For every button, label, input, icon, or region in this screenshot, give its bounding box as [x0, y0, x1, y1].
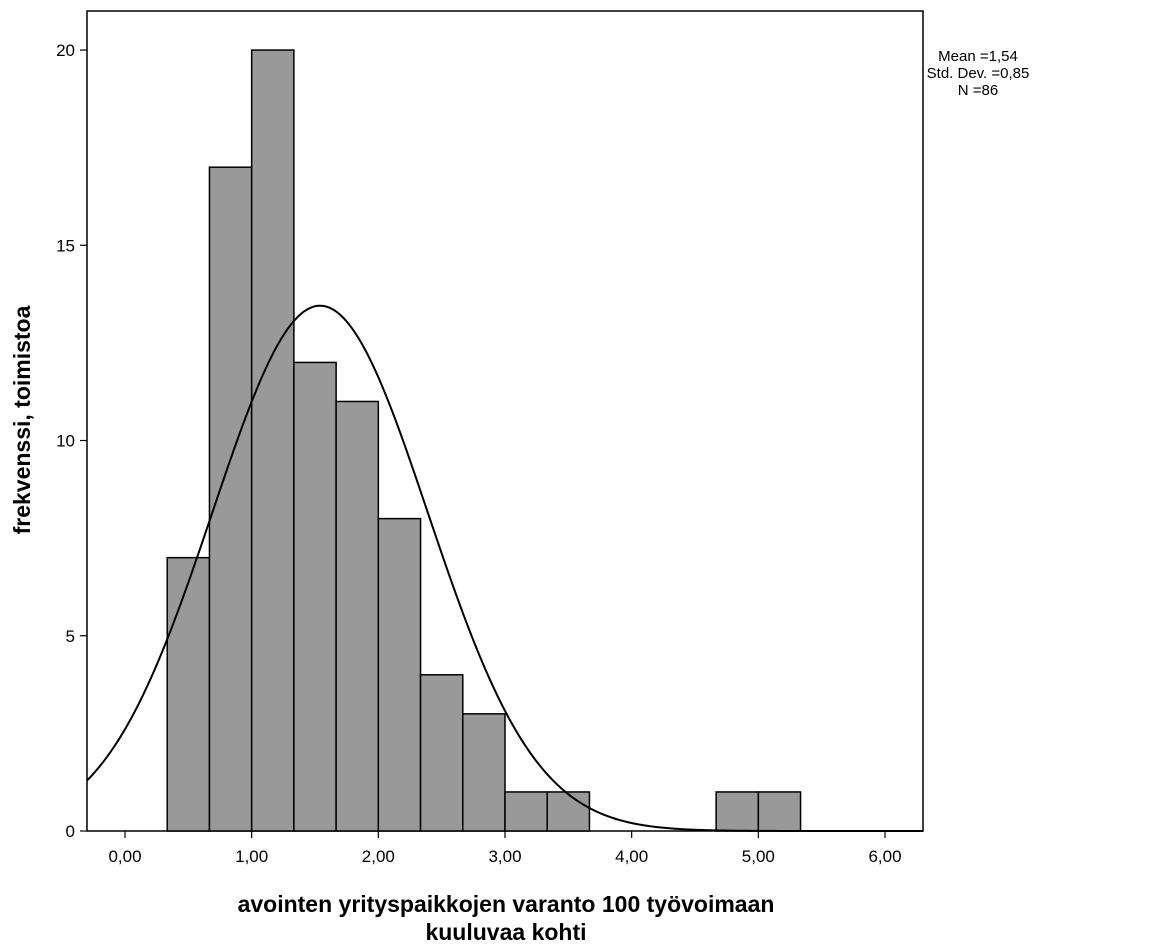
x-tick-label: 5,00 [742, 847, 775, 866]
y-tick-label: 5 [66, 627, 75, 646]
histogram-bar-3 [250, 49, 295, 832]
histogram-bar-4 [293, 361, 337, 832]
histogram-bar-12 [757, 791, 802, 832]
histogram-bar-5 [335, 400, 380, 832]
x-tick-label: 4,00 [615, 847, 648, 866]
bars-group [166, 49, 802, 832]
x-tick-label: 6,00 [868, 847, 901, 866]
x-axis-title-line1: avointen yrityspaikkojen varanto 100 työ… [238, 891, 775, 917]
histogram-bar-2 [208, 166, 253, 832]
y-tick-label: 0 [66, 822, 75, 841]
histogram-bar-9 [504, 791, 548, 832]
histogram-bar-10 [546, 791, 591, 832]
stat-n: N =86 [957, 82, 999, 99]
y-tick-label: 15 [56, 236, 75, 255]
y-axis: 0 5 10 15 20 [56, 41, 87, 841]
stat-mean: Mean =1,54 [938, 48, 1018, 65]
x-tick-label: 2,00 [362, 847, 395, 866]
y-axis-title: frekvenssi, toimistoa [9, 305, 35, 534]
histogram-bar-8 [462, 713, 506, 832]
x-tick-label: 0,00 [108, 847, 141, 866]
y-tick-label: 20 [56, 41, 75, 60]
stat-std-dev: Std. Dev. =0,85 [926, 65, 1030, 82]
x-axis: 0,00 1,00 2,00 3,00 4,00 5,00 6,00 [108, 831, 902, 866]
histogram-bar-6 [377, 517, 422, 832]
histogram-bar-1 [166, 556, 211, 832]
x-tick-label: 1,00 [235, 847, 268, 866]
y-tick-label: 10 [56, 432, 75, 451]
normal-curve [86, 304, 923, 832]
statistics-box: Mean =1,54 Std. Dev. =0,85 N =86 [888, 48, 1068, 99]
x-tick-label: 3,00 [488, 847, 521, 866]
histogram-bar-7 [419, 674, 464, 832]
histogram-bar-11 [715, 791, 760, 832]
x-axis-title-line2: kuuluvaa kohti [425, 919, 586, 945]
